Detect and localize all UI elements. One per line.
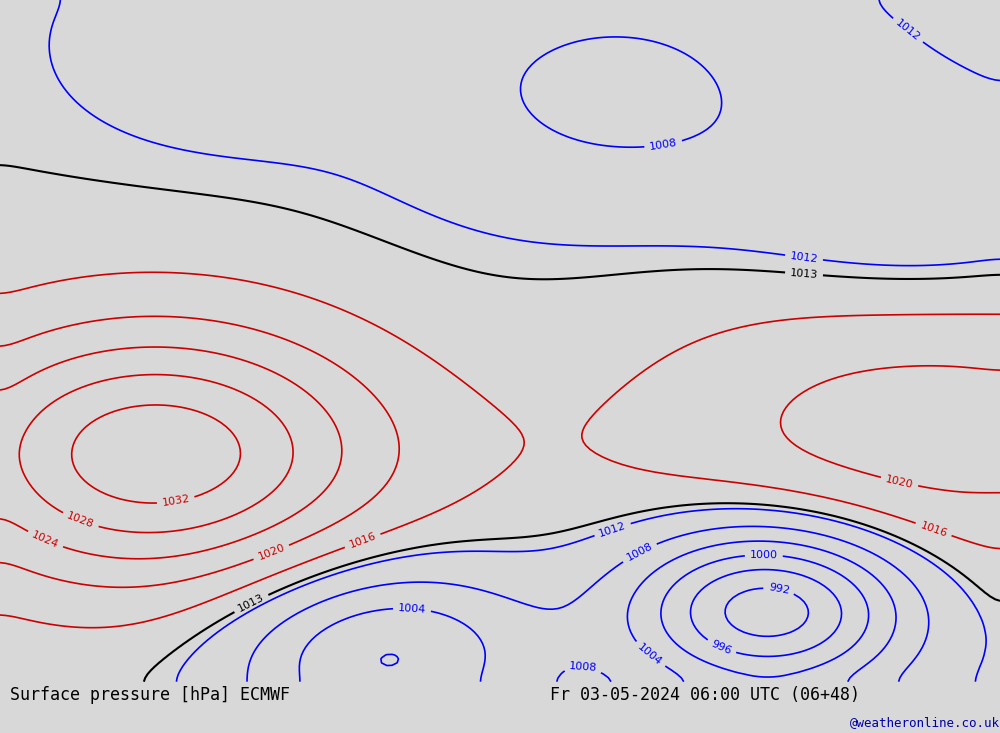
Text: 1016: 1016 <box>348 531 378 550</box>
Text: 1008: 1008 <box>569 661 597 673</box>
Text: 1020: 1020 <box>885 474 914 490</box>
Text: 1012: 1012 <box>789 251 819 265</box>
Text: 1016: 1016 <box>919 520 948 539</box>
Text: 1004: 1004 <box>398 603 426 615</box>
Text: 1000: 1000 <box>750 550 778 560</box>
Text: Fr 03-05-2024 06:00 UTC (06+48): Fr 03-05-2024 06:00 UTC (06+48) <box>550 685 860 704</box>
Text: 1032: 1032 <box>161 494 191 509</box>
Text: 1028: 1028 <box>65 511 95 531</box>
Text: 1020: 1020 <box>256 542 286 562</box>
Text: 1012: 1012 <box>894 18 922 43</box>
Text: 1008: 1008 <box>649 138 678 152</box>
Text: 1013: 1013 <box>790 268 818 280</box>
Text: 996: 996 <box>710 638 733 656</box>
Text: 992: 992 <box>767 583 790 596</box>
Text: 1008: 1008 <box>625 541 654 563</box>
Text: @weatheronline.co.uk: @weatheronline.co.uk <box>850 716 1000 729</box>
Text: 1024: 1024 <box>30 530 60 550</box>
Text: 1013: 1013 <box>237 592 266 614</box>
Text: Surface pressure [hPa] ECMWF: Surface pressure [hPa] ECMWF <box>10 685 290 704</box>
Text: 1012: 1012 <box>598 520 627 539</box>
Text: 1004: 1004 <box>636 642 664 668</box>
